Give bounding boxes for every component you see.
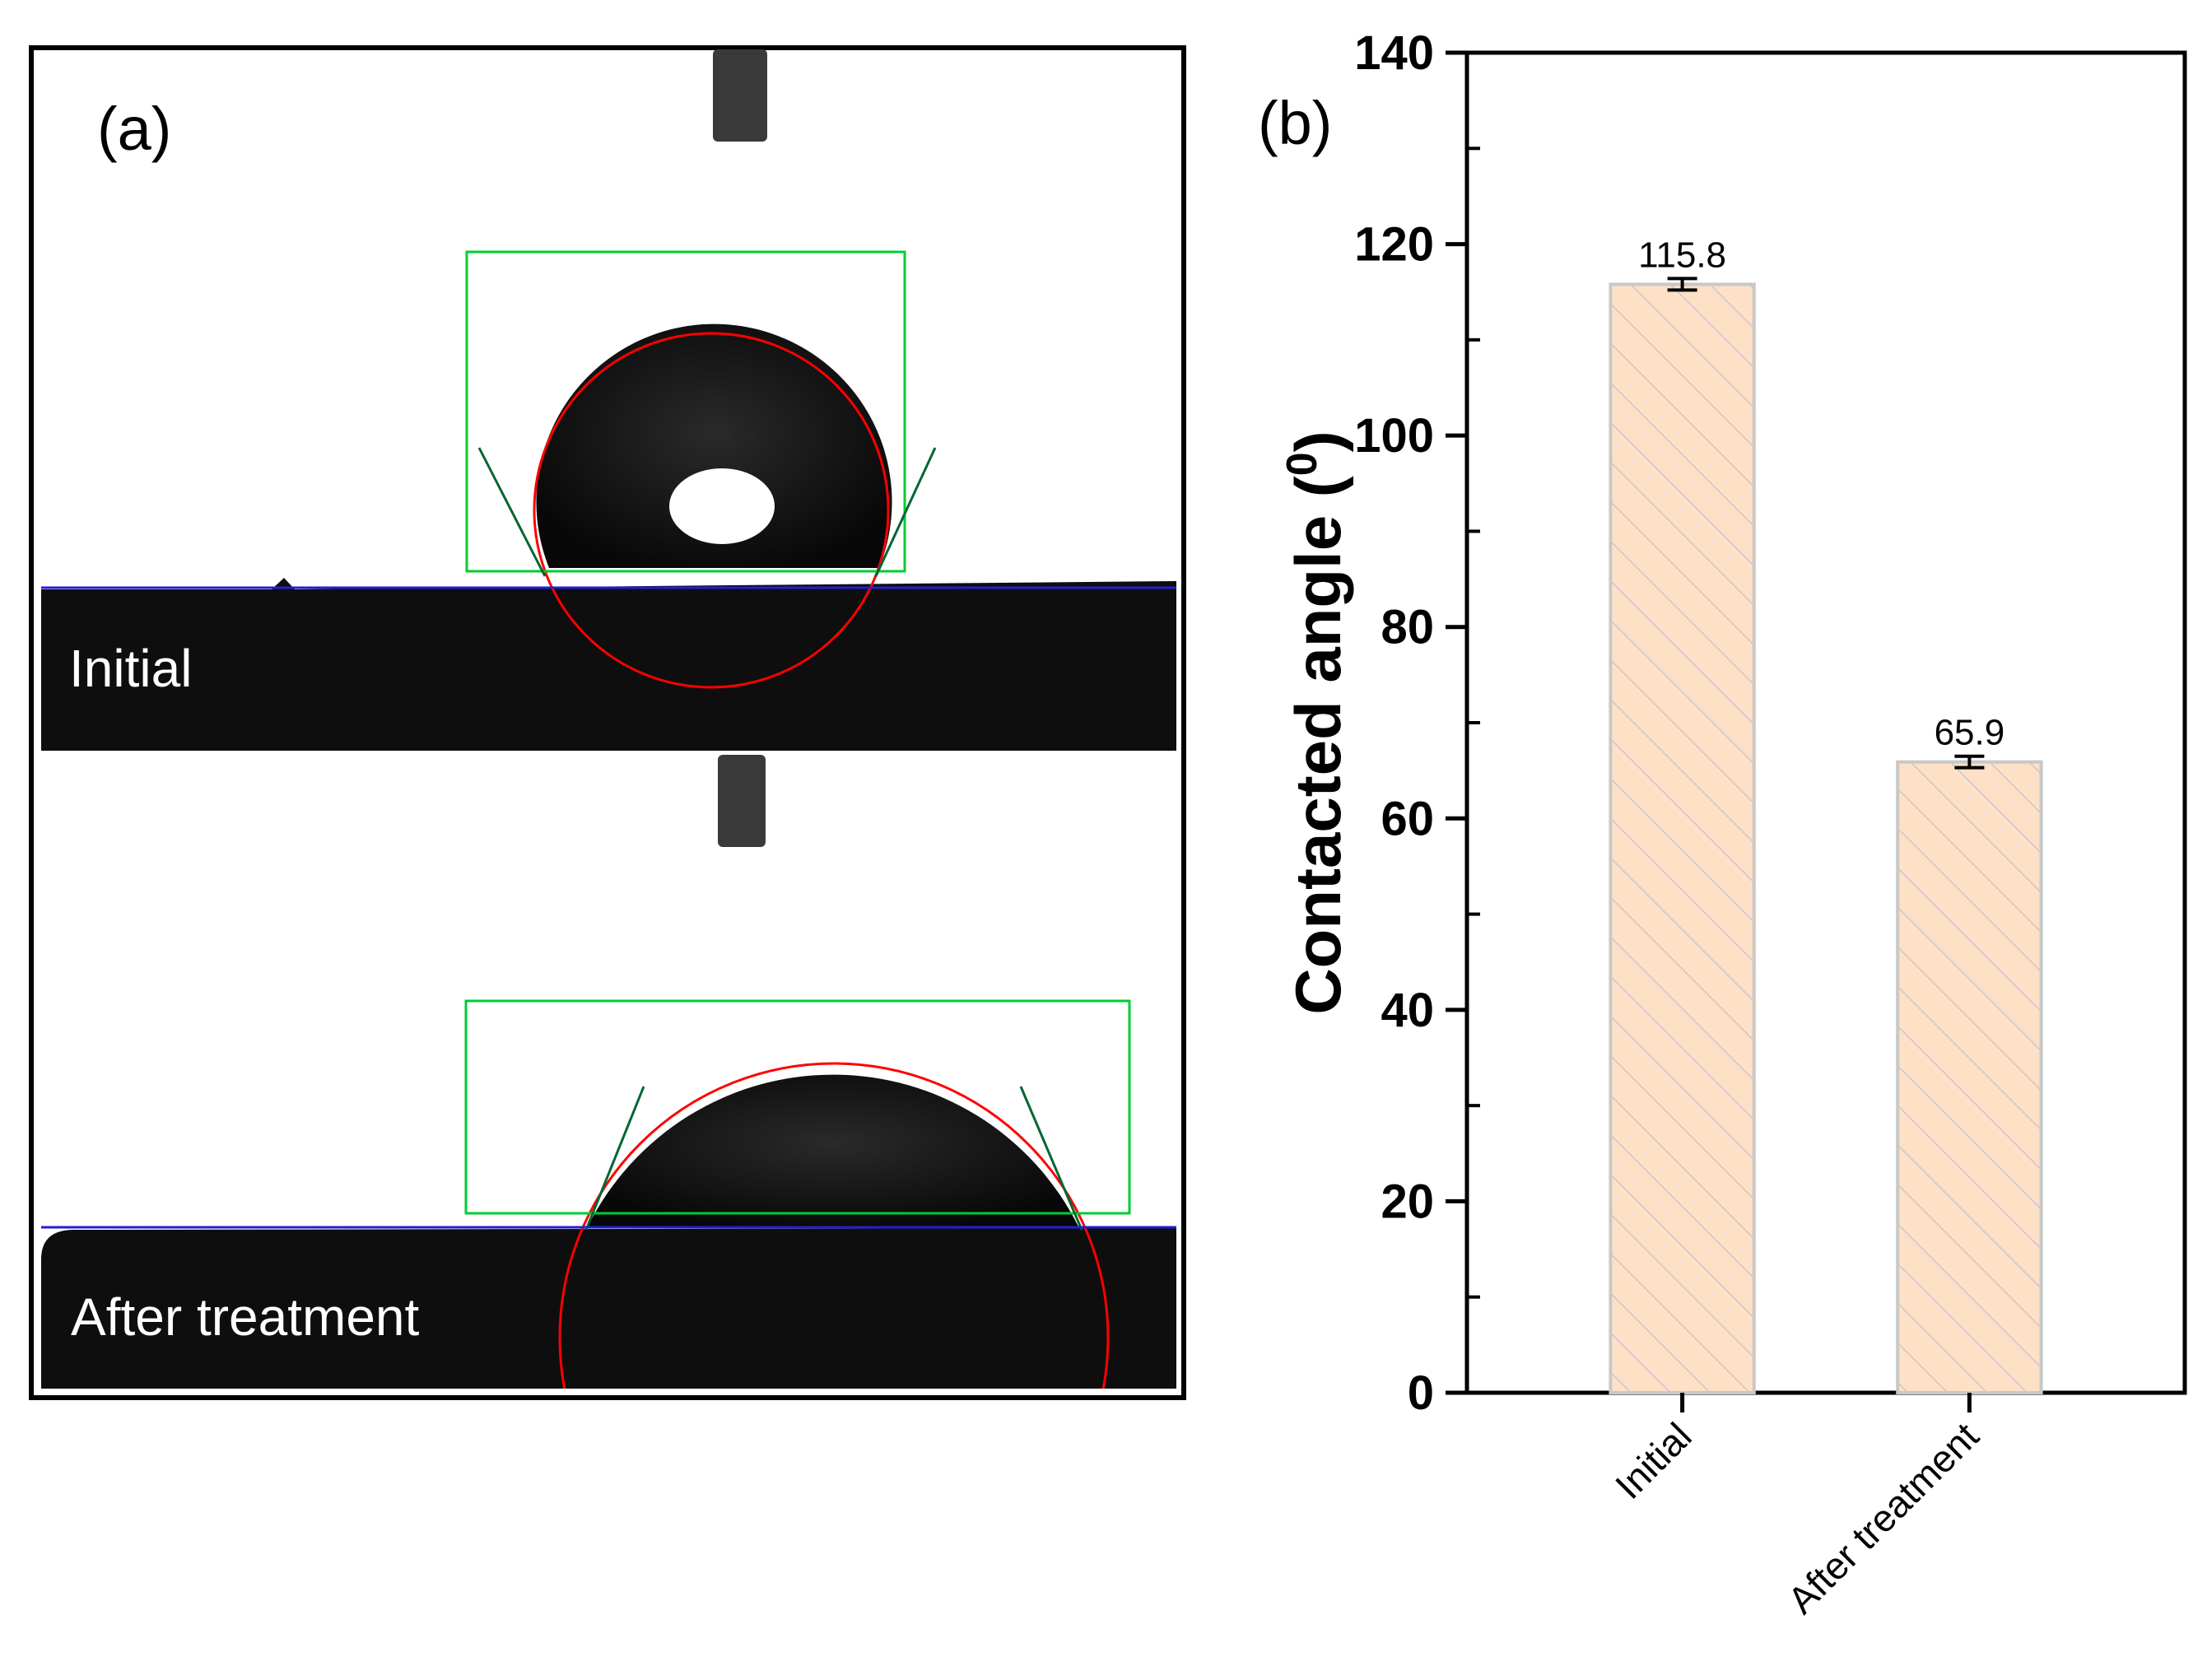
- roi-box-after-treatment: [464, 999, 1131, 1215]
- value-label-after-treatment: 65.9: [1935, 713, 2005, 753]
- y-tick-label-120: 120: [1354, 218, 1434, 272]
- bar-initial: [1609, 282, 1756, 1395]
- droplet-initial: [536, 323, 892, 568]
- y-axis-tick-labels: 0 20 40 60 80 100 120 140: [1354, 26, 1434, 1420]
- y-tick-label-80: 80: [1381, 601, 1434, 654]
- value-label-initial: 115.8: [1638, 235, 1726, 275]
- y-tick-label-100: 100: [1354, 409, 1434, 463]
- value-labels: 115.8 65.9: [1638, 235, 2004, 752]
- x-label-after-treatment: After treatment: [1780, 1414, 1987, 1622]
- error-bar-after-treatment: [1954, 754, 1985, 770]
- y-axis-title-main: Contacted angle (: [1282, 476, 1354, 1014]
- tangent-right-initial: [874, 447, 937, 577]
- x-label-initial: Initial: [1607, 1414, 1700, 1507]
- substrate-bottom: [41, 1228, 1176, 1389]
- y-axis-ticks: [1446, 50, 1480, 1395]
- tangent-left-after-treatment: [584, 1086, 645, 1231]
- x-axis-category-labels: Initial After treatment: [1607, 1414, 1987, 1622]
- panel-a-letter: (a): [97, 95, 171, 163]
- photo-initial: Initial: [41, 49, 1176, 751]
- y-tick-label-0: 0: [1408, 1366, 1434, 1420]
- needle-bottom: [718, 755, 766, 847]
- panel-a: Initial After treatment (a): [29, 45, 1186, 1400]
- y-tick-label-140: 140: [1354, 26, 1434, 80]
- roi-box-initial: [465, 250, 906, 573]
- panel-b: (b) 0 20 40 60 80 100 120 140 115.8 65.9 Initial…: [1258, 26, 2187, 1622]
- droplet-after-treatment: [588, 1074, 1078, 1226]
- y-tick-label-20: 20: [1381, 1175, 1434, 1228]
- error-bar-initial: [1667, 277, 1697, 292]
- tangent-right-after-treatment: [1019, 1086, 1083, 1231]
- needle-top: [713, 49, 767, 142]
- y-tick-label-40: 40: [1381, 984, 1434, 1037]
- y-axis-title: Contacted angle (0): [1278, 430, 1354, 1014]
- photo-after-treatment: After treatment: [41, 755, 1176, 1389]
- bar-after-treatment: [1896, 760, 2043, 1394]
- y-axis-title-superscript: 0: [1278, 452, 1326, 476]
- plot-frame: [1464, 50, 2187, 1395]
- bars: [1609, 282, 2043, 1395]
- droplet-highlight-initial: [669, 468, 775, 544]
- panel-b-letter: (b): [1258, 89, 1332, 157]
- substrate-top: [41, 578, 1176, 751]
- tangent-left-initial: [477, 447, 547, 577]
- label-initial: Initial: [69, 639, 192, 698]
- y-tick-label-60: 60: [1381, 792, 1434, 845]
- fit-circle-after-treatment: [558, 1062, 1110, 1389]
- x-axis-ticks: [1680, 1393, 1972, 1412]
- error-bars: [1667, 277, 1985, 770]
- fit-circle-initial: [533, 332, 890, 689]
- y-axis-title-end: ): [1282, 430, 1354, 452]
- label-after-treatment: After treatment: [71, 1287, 420, 1347]
